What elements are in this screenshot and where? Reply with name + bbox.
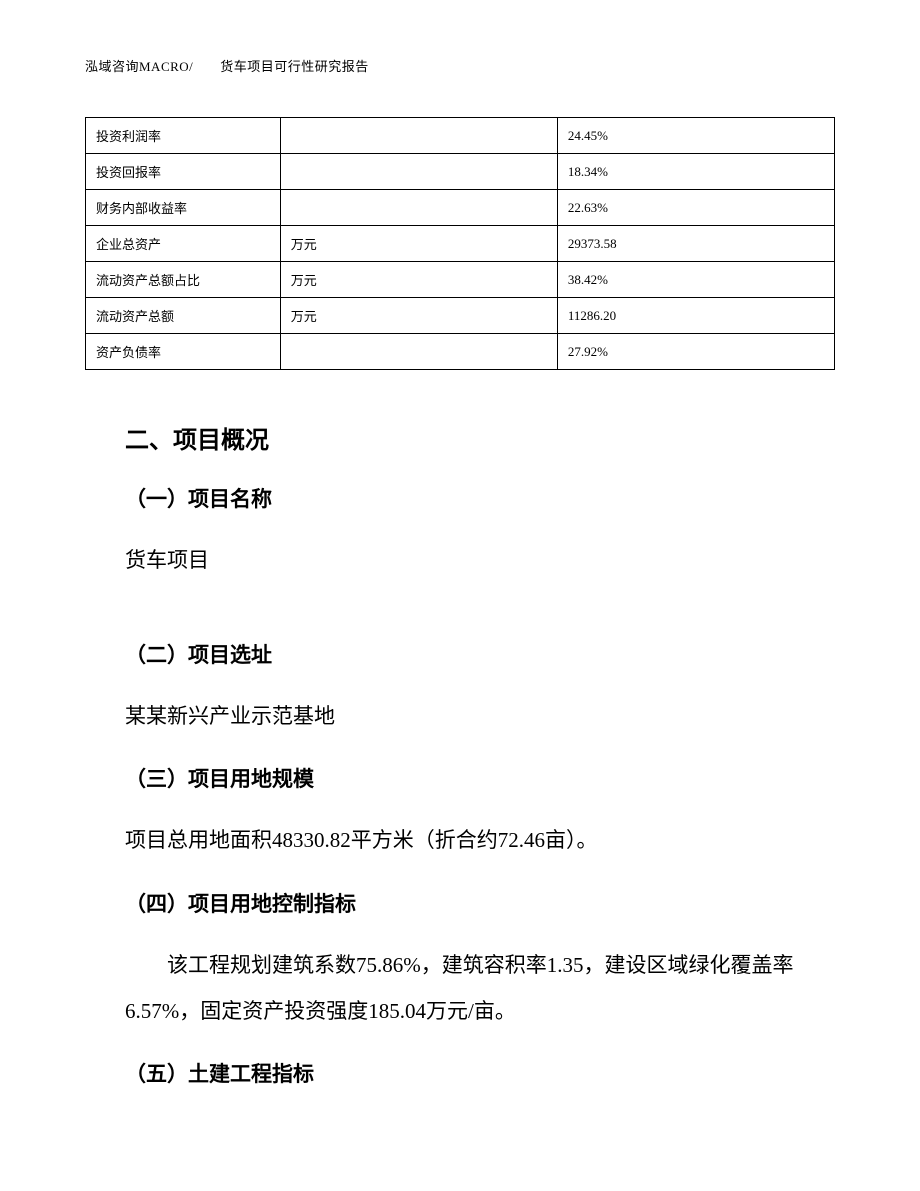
row-label: 投资回报率 <box>86 154 281 190</box>
row-unit <box>280 334 557 370</box>
table-row: 投资利润率 24.45% <box>86 118 835 154</box>
row-unit <box>280 118 557 154</box>
financial-table: 投资利润率 24.45% 投资回报率 18.34% 财务内部收益率 22.63%… <box>85 117 835 370</box>
table-row: 资产负债率 27.92% <box>86 334 835 370</box>
row-label: 财务内部收益率 <box>86 190 281 226</box>
subsection-title-4: （四）项目用地控制指标 <box>125 888 795 918</box>
row-value: 29373.58 <box>557 226 834 262</box>
row-label: 资产负债率 <box>86 334 281 370</box>
subsection-title-5: （五）土建工程指标 <box>125 1058 795 1088</box>
subsection-title-3: （三）项目用地规模 <box>125 763 795 793</box>
subsection-body-3: 项目总用地面积48330.82平方米（折合约72.46亩）。 <box>125 817 795 863</box>
row-label: 投资利润率 <box>86 118 281 154</box>
row-value: 11286.20 <box>557 298 834 334</box>
row-label: 企业总资产 <box>86 226 281 262</box>
page-header: 泓域咨询MACRO/ 货车项目可行性研究报告 <box>85 56 835 75</box>
row-label: 流动资产总额占比 <box>86 262 281 298</box>
row-label: 流动资产总额 <box>86 298 281 334</box>
table-row: 流动资产总额 万元 11286.20 <box>86 298 835 334</box>
row-unit <box>280 154 557 190</box>
subsection-body-4: 该工程规划建筑系数75.86%，建筑容积率1.35，建设区域绿化覆盖率6.57%… <box>125 942 795 1034</box>
subsection-body-1: 货车项目 <box>125 537 795 583</box>
row-value: 24.45% <box>557 118 834 154</box>
row-unit: 万元 <box>280 298 557 334</box>
row-value: 27.92% <box>557 334 834 370</box>
row-unit <box>280 190 557 226</box>
row-unit: 万元 <box>280 262 557 298</box>
document-content: 二、项目概况 （一）项目名称 货车项目 （二）项目选址 某某新兴产业示范基地 （… <box>85 420 835 1088</box>
row-value: 18.34% <box>557 154 834 190</box>
table-row: 投资回报率 18.34% <box>86 154 835 190</box>
section-main-title: 二、项目概况 <box>125 420 795 455</box>
row-value: 22.63% <box>557 190 834 226</box>
row-unit: 万元 <box>280 226 557 262</box>
table-row: 财务内部收益率 22.63% <box>86 190 835 226</box>
subsection-title-2: （二）项目选址 <box>125 639 795 669</box>
subsection-body-2: 某某新兴产业示范基地 <box>125 693 795 739</box>
subsection-title-1: （一）项目名称 <box>125 483 795 513</box>
table-row: 企业总资产 万元 29373.58 <box>86 226 835 262</box>
table-row: 流动资产总额占比 万元 38.42% <box>86 262 835 298</box>
row-value: 38.42% <box>557 262 834 298</box>
